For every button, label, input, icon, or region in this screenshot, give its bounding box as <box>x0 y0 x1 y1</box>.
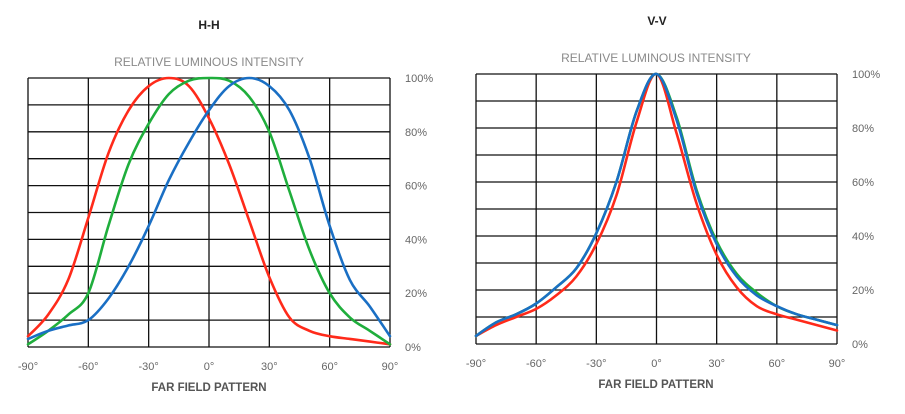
y-tick-label: 40% <box>852 231 874 243</box>
x-tick-label: -30° <box>139 361 159 373</box>
series-line-blue <box>26 76 392 341</box>
y-tick-label: 0% <box>405 342 421 354</box>
y-tick-label: 60% <box>405 181 427 193</box>
x-tick-label: 0° <box>204 361 215 373</box>
x-tick-label: -60° <box>78 361 98 373</box>
y-tick-label: 100% <box>405 73 433 85</box>
x-tick-label: 30° <box>708 358 725 370</box>
chart-v-v: V-V RELATIVE LUMINOUS INTENSITY FAR FIEL… <box>466 14 881 391</box>
x-tick-label: -60° <box>526 358 546 370</box>
y-tick-label: 0% <box>852 339 868 351</box>
x-tick-label: 60° <box>769 358 786 370</box>
chart-subtitle: RELATIVE LUMINOUS INTENSITY <box>561 51 751 65</box>
x-tick-label: -30° <box>586 358 606 370</box>
y-tick-label: 80% <box>852 123 874 135</box>
x-axis-label: FAR FIELD PATTERN <box>598 379 713 391</box>
y-tick-label: 60% <box>852 177 874 189</box>
chart-h-h: H-H RELATIVE LUMINOUS INTENSITY FAR FIEL… <box>18 18 434 394</box>
x-tick-label: 90° <box>382 361 399 373</box>
y-tick-label: 20% <box>405 288 427 300</box>
x-tick-label: -90° <box>18 361 38 373</box>
x-tick-label: 60° <box>321 361 338 373</box>
x-tick-label: 90° <box>829 358 846 370</box>
grid <box>27 77 391 348</box>
chart-subtitle: RELATIVE LUMINOUS INTENSITY <box>114 55 304 69</box>
series-line-blue <box>474 72 839 338</box>
chart-title: H-H <box>198 18 219 32</box>
series-line-red <box>26 76 392 346</box>
grid <box>475 73 838 345</box>
series-line-green <box>26 76 392 346</box>
y-tick-label: 80% <box>405 127 427 139</box>
chart-title: V-V <box>647 14 666 28</box>
x-tick-label: 30° <box>261 361 278 373</box>
y-tick-label: 40% <box>405 234 427 246</box>
x-axis-label: FAR FIELD PATTERN <box>151 382 266 394</box>
x-tick-label: -90° <box>466 358 486 370</box>
x-tick-label: 0° <box>651 358 662 370</box>
y-tick-label: 100% <box>852 69 880 81</box>
y-tick-label: 20% <box>852 285 874 297</box>
